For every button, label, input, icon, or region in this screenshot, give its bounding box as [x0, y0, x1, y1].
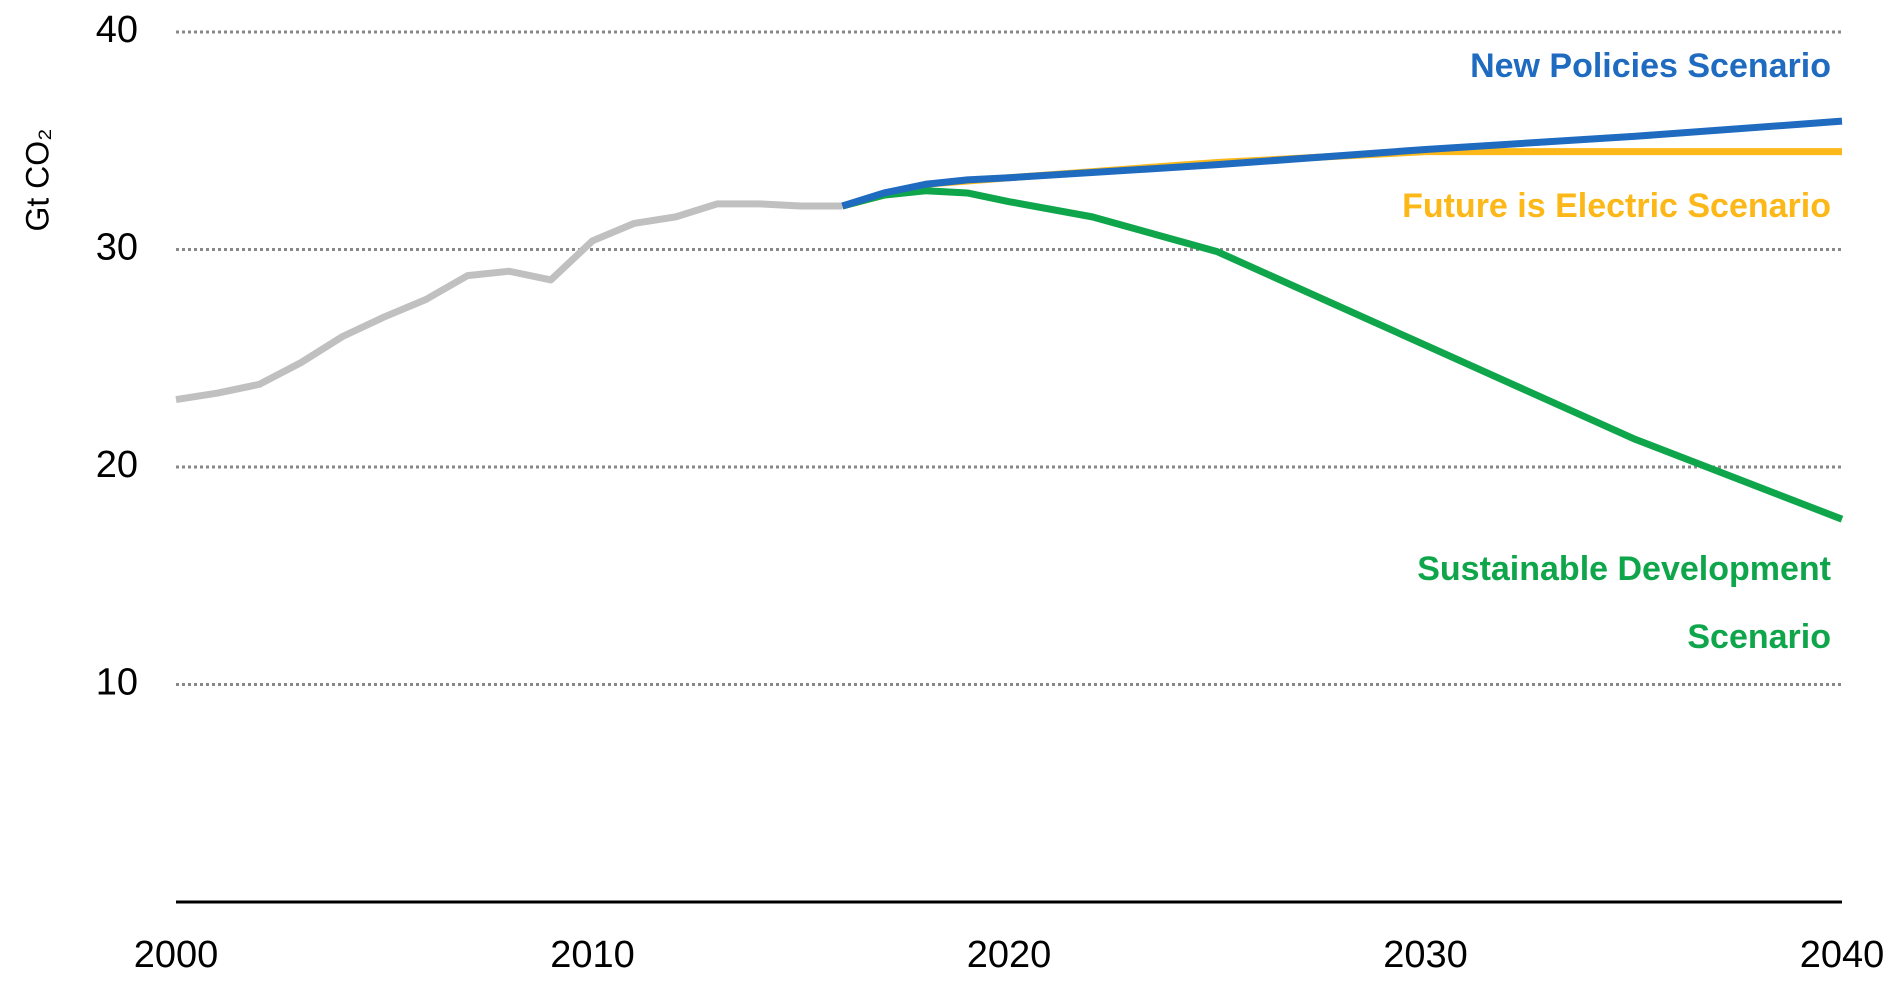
series-label: Sustainable Development Scenario: [1417, 550, 1831, 656]
x-tick-label: 2020: [967, 934, 1052, 976]
series-line: [841, 117, 1843, 210]
y-tick-label: 40: [96, 9, 138, 51]
x-tick-label: 2040: [1800, 934, 1885, 976]
y-tick-label: 10: [96, 662, 138, 704]
series-label: New Policies Scenario: [1470, 47, 1831, 85]
y-tick-label: 20: [96, 444, 138, 486]
series-line: [841, 187, 1844, 523]
x-tick-label: 2000: [134, 934, 219, 976]
series-label: Future is Electric Scenario: [1402, 187, 1831, 225]
series-line: [175, 200, 843, 404]
y-tick-label: 30: [96, 227, 138, 269]
y-axis-label: Gt CO₂: [19, 128, 55, 231]
x-tick-label: 2030: [1383, 934, 1468, 976]
x-tick-label: 2010: [550, 934, 635, 976]
